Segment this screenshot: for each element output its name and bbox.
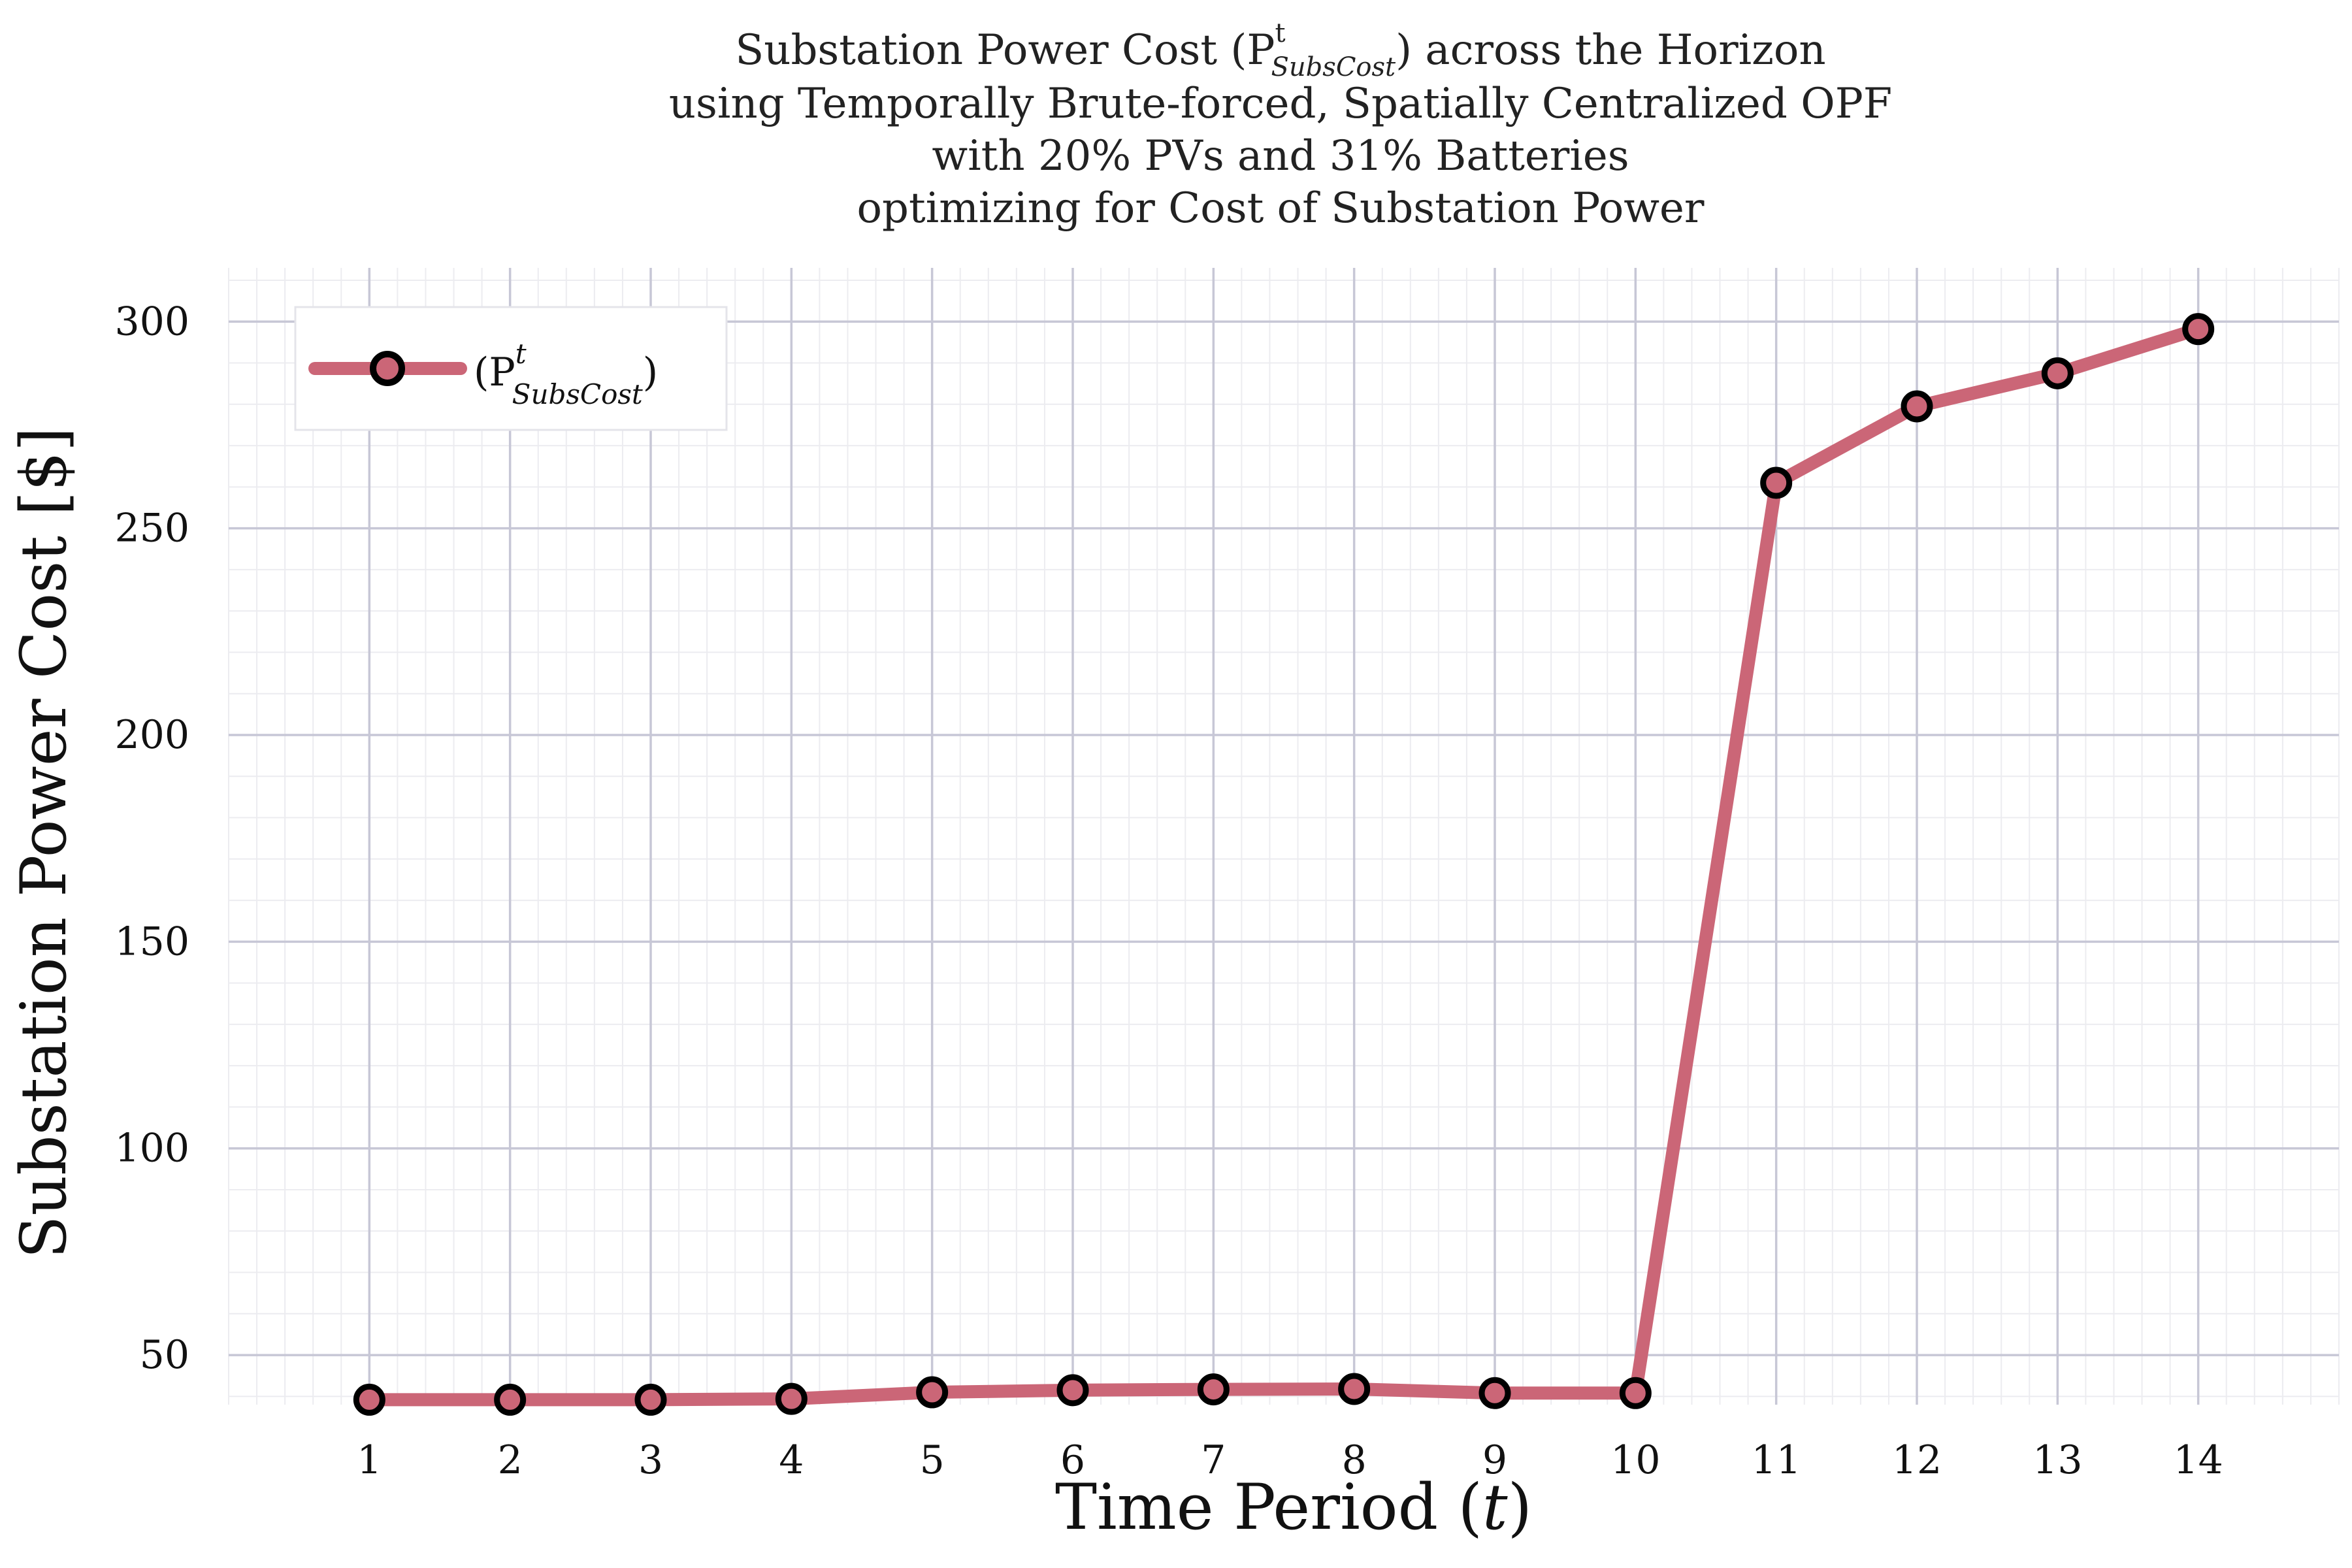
x-tick-labels: 1 2 3 4 5 6 7 8 9 10 11 12 13 14 (357, 1437, 2223, 1483)
data-point (1197, 1373, 1230, 1406)
data-point (1619, 1377, 1652, 1409)
y-tick-label: 300 (114, 299, 189, 344)
y-tick-label: 200 (114, 712, 189, 758)
x-tick-label: 4 (779, 1437, 804, 1483)
data-point (916, 1376, 949, 1409)
y-axis-label: Substation Power Cost [$] (7, 427, 80, 1258)
title-line-3: with 20% PVs and 31% Batteries (932, 132, 1629, 180)
data-point (1901, 390, 1933, 423)
data-point (2182, 313, 2215, 346)
series-line (363, 322, 2205, 1407)
data-point (1760, 466, 1793, 499)
legend-label: (Pt SubsCost) (474, 338, 658, 410)
data-point (1056, 1374, 1089, 1407)
data-point (494, 1383, 527, 1416)
data-point (1478, 1377, 1511, 1409)
x-tick-label: 3 (638, 1437, 663, 1483)
legend: (Pt SubsCost) (294, 306, 728, 431)
data-point (634, 1383, 667, 1416)
y-tick-label: 250 (114, 506, 189, 551)
x-tick-label: 13 (2033, 1437, 2082, 1483)
data-point (1338, 1373, 1371, 1405)
x-tick-label: 2 (498, 1437, 523, 1483)
x-tick-label: 9 (1482, 1437, 1507, 1483)
x-tick-label: 8 (1342, 1437, 1367, 1483)
title-line-1: Substation Power Cost (Pt SubsCost) acros… (735, 18, 1825, 82)
title-line-4: optimizing for Cost of Substation Power (857, 184, 1705, 233)
x-tick-label: 7 (1201, 1437, 1226, 1483)
y-tick-label: 100 (114, 1126, 189, 1171)
y-tick-label: 150 (114, 919, 189, 964)
minor-grid (228, 268, 2340, 1405)
title-line-2: using Temporally Brute-forced, Spatially… (669, 80, 1892, 128)
x-tick-label: 14 (2173, 1437, 2223, 1483)
x-tick-label: 1 (357, 1437, 382, 1483)
x-tick-label: 11 (1751, 1437, 1801, 1483)
x-tick-label: 5 (920, 1437, 945, 1483)
chart-title: Substation Power Cost (Pt SubsCost) acros… (669, 18, 1892, 233)
y-tick-label: 50 (140, 1332, 189, 1378)
data-point (353, 1383, 385, 1416)
x-axis-label: Time Period (t) (1055, 1471, 1532, 1544)
y-tick-labels: 50 100 150 200 250 300 (114, 299, 189, 1378)
x-tick-label: 6 (1060, 1437, 1085, 1483)
data-point (2041, 357, 2074, 389)
legend-marker-swatch (370, 351, 405, 386)
series-layer (353, 313, 2215, 1416)
x-tick-label: 12 (1892, 1437, 1942, 1483)
data-point (775, 1382, 808, 1415)
major-grid (229, 268, 2339, 1405)
x-tick-label: 10 (1610, 1437, 1660, 1483)
